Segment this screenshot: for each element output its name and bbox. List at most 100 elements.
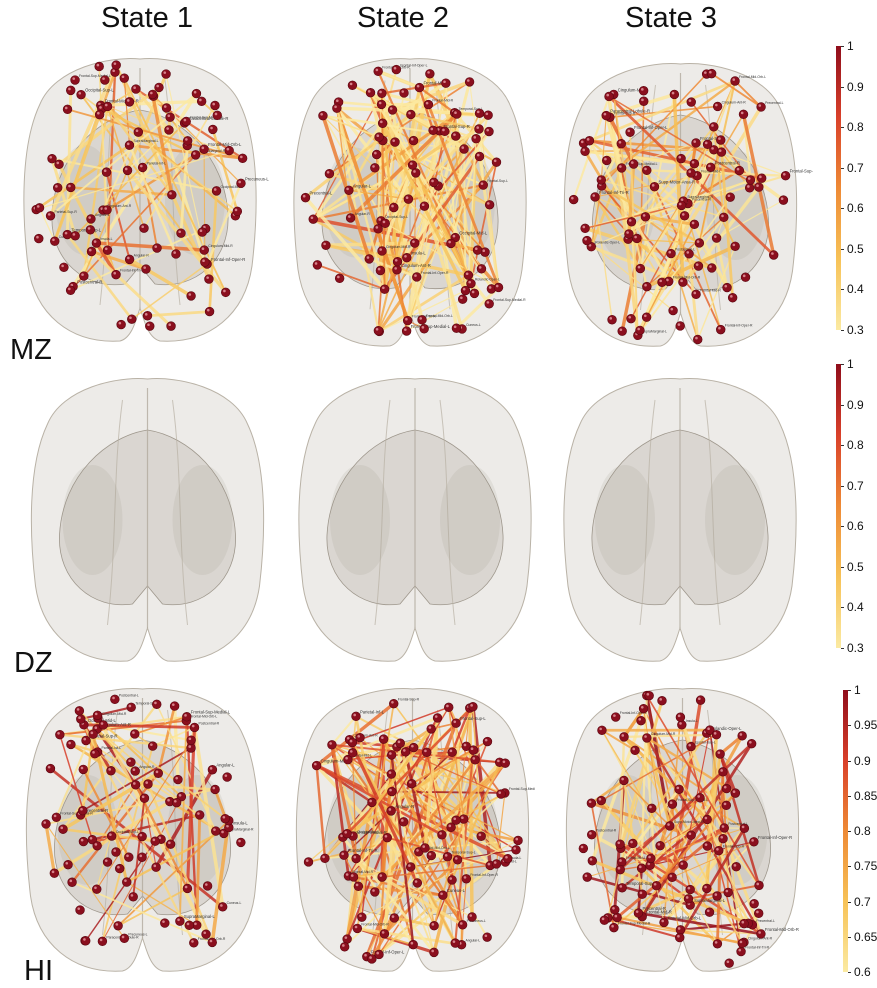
brain-region-node (111, 60, 121, 70)
region-label: SupraMarginal-L (642, 329, 667, 333)
connection-edge (317, 264, 385, 291)
brain-region-node (607, 315, 617, 325)
node-highlight (173, 251, 176, 254)
brain-region-node (642, 281, 652, 292)
brain-region-node (582, 872, 592, 882)
region-label: Cingulum-Ant-R (401, 263, 431, 268)
brain-region-node (186, 291, 196, 301)
node-highlight (606, 93, 610, 97)
colorbar-tick-label: 0.85 (854, 788, 877, 803)
region-label: Cingulum-Mid-R (102, 712, 127, 716)
node-group (300, 64, 504, 337)
connection-edge (178, 720, 188, 922)
node-highlight (389, 788, 392, 792)
connection-edge (44, 823, 56, 874)
node-highlight (112, 69, 116, 73)
node-highlight (401, 819, 404, 822)
node-highlight (647, 862, 651, 866)
node-highlight (693, 291, 697, 295)
node-highlight (480, 182, 484, 185)
colorbar-tick-mark (841, 208, 844, 210)
node-highlight (619, 885, 623, 888)
node-highlight (727, 194, 731, 198)
brain-region-node (94, 61, 104, 72)
node-highlight (749, 740, 752, 744)
brain-region-node (377, 118, 388, 128)
brain-region-node (380, 218, 390, 229)
brain-region-node (638, 703, 649, 714)
node-highlight (393, 66, 397, 70)
node-highlight (77, 907, 81, 910)
brain-region-node (459, 144, 469, 154)
brain-region-node (334, 273, 345, 284)
brain-region-node (460, 285, 471, 296)
brain-region-node (386, 806, 396, 816)
brain-region-node (204, 274, 214, 284)
brain-region-node (691, 289, 701, 300)
node-highlight (644, 283, 647, 287)
connection-edge (50, 158, 77, 237)
brain-region-node (640, 212, 651, 222)
node-highlight (497, 759, 500, 763)
brain-region-node (406, 109, 416, 120)
node-highlight (463, 743, 467, 747)
node-highlight (709, 265, 712, 268)
node-highlight (206, 308, 210, 312)
node-highlight (455, 857, 458, 860)
node-highlight (678, 202, 682, 206)
node-highlight (580, 140, 584, 144)
colorbar-tick-mark (848, 690, 851, 691)
node-highlight (747, 177, 751, 180)
brain-region-node (79, 271, 89, 281)
connection-edge (335, 107, 386, 290)
brain-region-node (740, 272, 751, 282)
brain-lobe-left (62, 465, 123, 575)
brain-region-node (500, 758, 510, 768)
brain-region-node (447, 875, 457, 885)
node-highlight (780, 197, 784, 201)
node-highlight (68, 87, 71, 91)
colorbar-tick-mark (841, 289, 844, 291)
brain-region-node (714, 845, 724, 856)
node-highlight (47, 765, 51, 769)
node-highlight (221, 830, 224, 834)
node-highlight (657, 843, 661, 846)
node-highlight (78, 91, 82, 95)
node-highlight (713, 732, 717, 735)
node-highlight (139, 854, 143, 858)
brain-region-node (675, 321, 685, 331)
node-highlight (598, 797, 602, 801)
region-label: Parietal-Sup-R (90, 733, 117, 738)
brain-region-node (370, 163, 380, 173)
region-label: Cingulum-Mid-R (386, 245, 411, 249)
node-highlight (740, 111, 744, 115)
connection-edge (405, 155, 481, 259)
brain-region-node (320, 853, 330, 863)
brain-region-node (484, 299, 494, 309)
node-highlight (344, 936, 348, 939)
region-label: Frontal-Sup-R (398, 698, 420, 702)
region-label: Temporal-Sup-L (459, 107, 483, 111)
brain-region-node (232, 206, 243, 217)
node-highlight (688, 832, 692, 836)
brain-region-node (429, 177, 439, 188)
connection-edge (384, 114, 490, 225)
brain-sulcus (439, 399, 456, 626)
brain-region-node (137, 852, 147, 862)
colorbar-tick-mark (841, 404, 844, 406)
node-highlight (115, 923, 119, 926)
brain-region-node (78, 764, 88, 775)
connection-edge (59, 734, 94, 840)
node-highlight (367, 90, 371, 93)
connection-edge (715, 237, 729, 288)
node-highlight (374, 151, 377, 155)
node-highlight (80, 807, 83, 811)
node-highlight (379, 90, 382, 94)
node-highlight (704, 816, 708, 820)
node-highlight (661, 919, 664, 923)
node-highlight (627, 129, 631, 133)
node-highlight (141, 795, 145, 799)
brain-region-node (327, 740, 337, 750)
brain-region-node (91, 238, 102, 248)
brain-region-node (604, 91, 614, 102)
